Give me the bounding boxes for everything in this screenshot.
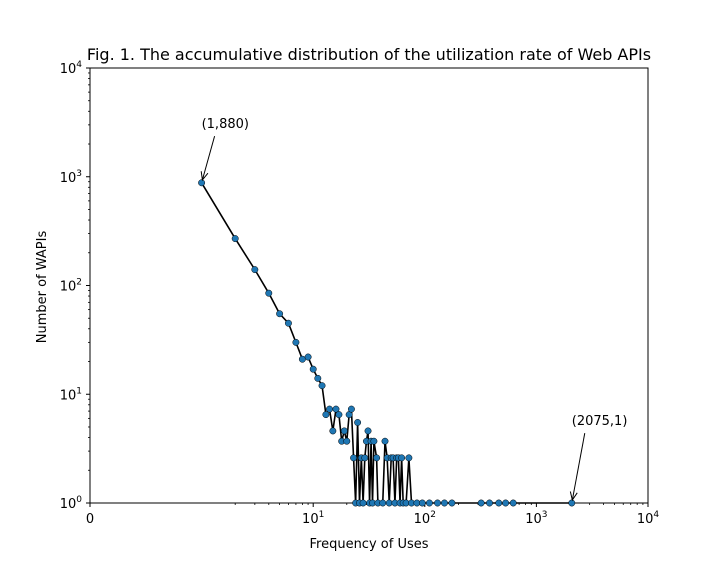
x-tick-label: 102: [414, 510, 436, 527]
data-point: [231, 235, 239, 243]
y-tick-label: 104: [60, 60, 83, 77]
data-point: [329, 427, 337, 435]
data-point: [370, 437, 378, 445]
x-tick-label: 101: [302, 510, 324, 527]
data-point: [304, 353, 312, 361]
data-point: [495, 499, 503, 507]
data-point: [298, 355, 306, 363]
data-point: [276, 310, 284, 318]
data-point: [284, 319, 292, 327]
data-point: [359, 499, 367, 507]
data-point: [405, 454, 413, 462]
data-point: [381, 437, 389, 445]
y-axis-label: Number of WAPIs: [35, 231, 50, 344]
x-tick-label: 0: [86, 512, 94, 527]
y-tick-label: 102: [60, 278, 82, 295]
x-tick-label: 104: [637, 510, 660, 527]
data-point: [350, 454, 358, 462]
annotation-arrowhead: [200, 171, 209, 182]
data-point: [251, 266, 259, 274]
data-point: [425, 499, 433, 507]
chart-title: Fig. 1. The accumulative distribution of…: [87, 45, 651, 64]
data-point: [198, 179, 206, 187]
data-point: [318, 382, 326, 390]
plot-area: 0 101 102 103 104 100 101 102 103 104 (1,880) (2075…: [60, 60, 660, 527]
y-tick-label: 101: [60, 386, 82, 403]
data-point: [361, 454, 369, 462]
data-point: [418, 499, 426, 507]
data-point: [309, 365, 317, 373]
x-tick-label: 103: [525, 510, 547, 527]
y-tick-label: 103: [60, 169, 82, 186]
data-point: [314, 374, 322, 382]
data-point: [568, 499, 576, 507]
data-point: [373, 454, 381, 462]
data-point: [448, 499, 456, 507]
data-point: [364, 427, 372, 435]
data-point: [354, 419, 362, 426]
annotation-arrow: [571, 433, 586, 501]
data-point: [343, 437, 351, 445]
annotation-label: (2075,1): [572, 414, 628, 429]
data-point: [379, 499, 387, 507]
data-point: [265, 289, 273, 297]
data-point: [502, 499, 510, 507]
y-tick-label: 100: [60, 495, 83, 512]
data-point: [486, 499, 493, 507]
data-point: [385, 499, 393, 507]
x-axis-label: Frequency of Uses: [309, 537, 428, 552]
data-point: [332, 405, 340, 413]
annotation-arrowhead: [569, 491, 578, 502]
data-point: [322, 411, 330, 419]
data-point: [434, 499, 441, 507]
data-point: [340, 427, 348, 435]
data-point: [326, 405, 333, 413]
data-point: [441, 499, 448, 507]
annotation-label: (1,880): [202, 117, 249, 132]
annotation-arrow: [201, 135, 216, 181]
data-point: [398, 454, 406, 462]
data-point: [335, 411, 343, 419]
data-point: [509, 499, 517, 507]
data-point: [347, 405, 355, 413]
data-point: [477, 499, 485, 507]
data-point: [292, 338, 300, 346]
